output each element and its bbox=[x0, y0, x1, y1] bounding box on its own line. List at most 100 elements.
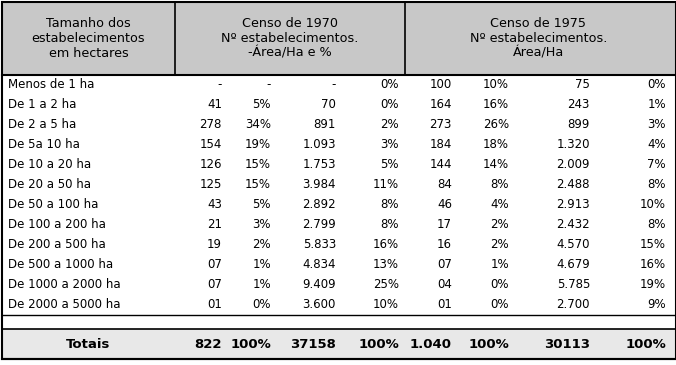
Text: 19%: 19% bbox=[245, 138, 271, 151]
Bar bbox=[2, 135, 676, 155]
Bar bbox=[2, 2, 676, 75]
Text: 2%: 2% bbox=[490, 219, 509, 231]
Text: 2.488: 2.488 bbox=[556, 178, 590, 192]
Text: 16: 16 bbox=[437, 238, 452, 251]
Text: 154: 154 bbox=[199, 138, 222, 151]
Text: 8%: 8% bbox=[648, 178, 666, 192]
Text: De 500 a 1000 ha: De 500 a 1000 ha bbox=[8, 258, 113, 272]
Bar bbox=[2, 195, 676, 215]
Text: 16%: 16% bbox=[483, 99, 509, 111]
Text: -: - bbox=[332, 78, 336, 92]
Bar bbox=[2, 95, 676, 115]
Text: 126: 126 bbox=[199, 158, 222, 172]
Text: 14%: 14% bbox=[483, 158, 509, 172]
Text: 2%: 2% bbox=[252, 238, 271, 251]
Text: 10%: 10% bbox=[483, 78, 509, 92]
Bar bbox=[2, 295, 676, 315]
Text: 70: 70 bbox=[321, 99, 336, 111]
Text: 0%: 0% bbox=[381, 99, 399, 111]
Text: -: - bbox=[266, 78, 271, 92]
Text: 5%: 5% bbox=[381, 158, 399, 172]
Text: De 1000 a 2000 ha: De 1000 a 2000 ha bbox=[8, 278, 120, 292]
Text: 10%: 10% bbox=[373, 299, 399, 311]
Text: 19%: 19% bbox=[640, 278, 666, 292]
Text: 899: 899 bbox=[568, 119, 590, 131]
Text: 26%: 26% bbox=[483, 119, 509, 131]
Text: 100%: 100% bbox=[625, 338, 666, 350]
Text: 01: 01 bbox=[437, 299, 452, 311]
Text: 37158: 37158 bbox=[290, 338, 336, 350]
Text: 891: 891 bbox=[314, 119, 336, 131]
Text: 21: 21 bbox=[207, 219, 222, 231]
Text: 0%: 0% bbox=[491, 299, 509, 311]
Text: 1%: 1% bbox=[648, 99, 666, 111]
Text: 15%: 15% bbox=[245, 178, 271, 192]
Text: 2.009: 2.009 bbox=[556, 158, 590, 172]
Text: 3%: 3% bbox=[648, 119, 666, 131]
Bar bbox=[2, 275, 676, 295]
Text: 16%: 16% bbox=[640, 258, 666, 272]
Text: 25%: 25% bbox=[373, 278, 399, 292]
Text: Totais: Totais bbox=[66, 338, 111, 350]
Text: 0%: 0% bbox=[491, 278, 509, 292]
Text: 100%: 100% bbox=[358, 338, 399, 350]
Text: 4.834: 4.834 bbox=[302, 258, 336, 272]
Text: 125: 125 bbox=[199, 178, 222, 192]
Text: 100: 100 bbox=[430, 78, 452, 92]
Text: 8%: 8% bbox=[381, 219, 399, 231]
Text: 19: 19 bbox=[207, 238, 222, 251]
Text: -: - bbox=[218, 78, 222, 92]
Text: De 10 a 20 ha: De 10 a 20 ha bbox=[8, 158, 91, 172]
Text: 2%: 2% bbox=[381, 119, 399, 131]
Text: 07: 07 bbox=[207, 258, 222, 272]
Text: 07: 07 bbox=[207, 278, 222, 292]
Text: 278: 278 bbox=[199, 119, 222, 131]
Text: 2.799: 2.799 bbox=[302, 219, 336, 231]
Text: 13%: 13% bbox=[373, 258, 399, 272]
Text: Censo de 1970
Nº estabelecimentos.
-Área/Ha e %: Censo de 1970 Nº estabelecimentos. -Área… bbox=[221, 17, 359, 60]
Text: 1.040: 1.040 bbox=[410, 338, 452, 350]
Text: 5%: 5% bbox=[253, 199, 271, 211]
Text: 8%: 8% bbox=[491, 178, 509, 192]
Text: 144: 144 bbox=[429, 158, 452, 172]
Text: De 5a 10 ha: De 5a 10 ha bbox=[8, 138, 80, 151]
Text: 7%: 7% bbox=[648, 158, 666, 172]
Text: 0%: 0% bbox=[648, 78, 666, 92]
Text: De 1 a 2 ha: De 1 a 2 ha bbox=[8, 99, 76, 111]
Text: 2.432: 2.432 bbox=[556, 219, 590, 231]
Text: 4.570: 4.570 bbox=[556, 238, 590, 251]
Text: 2%: 2% bbox=[490, 238, 509, 251]
Text: 04: 04 bbox=[437, 278, 452, 292]
Text: 5.785: 5.785 bbox=[556, 278, 590, 292]
Text: 3.600: 3.600 bbox=[303, 299, 336, 311]
Text: 75: 75 bbox=[575, 78, 590, 92]
Bar bbox=[2, 235, 676, 255]
Bar bbox=[2, 215, 676, 235]
Text: De 20 a 50 ha: De 20 a 50 ha bbox=[8, 178, 91, 192]
Text: 46: 46 bbox=[437, 199, 452, 211]
Text: 10%: 10% bbox=[640, 199, 666, 211]
Text: 1%: 1% bbox=[252, 278, 271, 292]
Bar bbox=[2, 155, 676, 175]
Text: 30113: 30113 bbox=[544, 338, 590, 350]
Text: 8%: 8% bbox=[381, 199, 399, 211]
Text: 2.892: 2.892 bbox=[302, 199, 336, 211]
Text: De 50 a 100 ha: De 50 a 100 ha bbox=[8, 199, 99, 211]
Text: 4%: 4% bbox=[490, 199, 509, 211]
Text: 100%: 100% bbox=[468, 338, 509, 350]
Text: 822: 822 bbox=[195, 338, 222, 350]
Text: 84: 84 bbox=[437, 178, 452, 192]
Text: 3.984: 3.984 bbox=[302, 178, 336, 192]
Text: Tamanho dos
estabelecimentos
em hectares: Tamanho dos estabelecimentos em hectares bbox=[32, 17, 145, 60]
Text: 18%: 18% bbox=[483, 138, 509, 151]
Text: 15%: 15% bbox=[245, 158, 271, 172]
Text: 5.833: 5.833 bbox=[303, 238, 336, 251]
Bar bbox=[2, 315, 676, 329]
Text: 15%: 15% bbox=[640, 238, 666, 251]
Text: 2.913: 2.913 bbox=[556, 199, 590, 211]
Text: 9%: 9% bbox=[648, 299, 666, 311]
Text: 2.700: 2.700 bbox=[556, 299, 590, 311]
Text: 3%: 3% bbox=[381, 138, 399, 151]
Text: 184: 184 bbox=[430, 138, 452, 151]
Text: 1.753: 1.753 bbox=[302, 158, 336, 172]
